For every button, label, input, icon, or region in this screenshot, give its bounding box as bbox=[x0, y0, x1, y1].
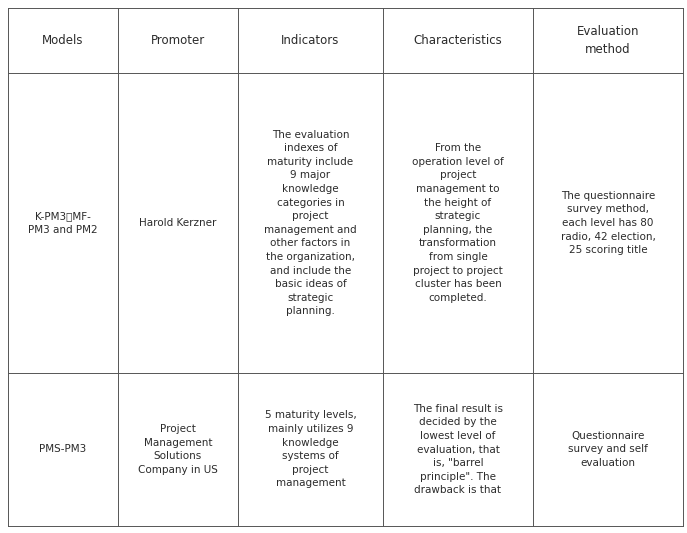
Text: Indicators: Indicators bbox=[281, 34, 339, 47]
Text: Promoter: Promoter bbox=[151, 34, 205, 47]
Text: 5 maturity levels,
mainly utilizes 9
knowledge
systems of
project
management: 5 maturity levels, mainly utilizes 9 kno… bbox=[264, 410, 357, 489]
Text: From the
operation level of
project
management to
the height of
strategic
planni: From the operation level of project mana… bbox=[412, 143, 504, 303]
Text: Questionnaire
survey and self
evaluation: Questionnaire survey and self evaluation bbox=[568, 431, 648, 468]
Text: Evaluation
method: Evaluation method bbox=[577, 25, 639, 56]
Text: Project
Management
Solutions
Company in US: Project Management Solutions Company in … bbox=[138, 424, 218, 475]
Text: The questionnaire
survey method,
each level has 80
radio, 42 election,
25 scorin: The questionnaire survey method, each le… bbox=[561, 191, 655, 255]
Text: Models: Models bbox=[42, 34, 84, 47]
Text: The evaluation
indexes of
maturity include
9 major
knowledge
categories in
proje: The evaluation indexes of maturity inclu… bbox=[264, 130, 357, 317]
Text: K-PM3、MF-
PM3 and PM2: K-PM3、MF- PM3 and PM2 bbox=[28, 211, 98, 235]
Text: The final result is
decided by the
lowest level of
evaluation, that
is, "barrel
: The final result is decided by the lowes… bbox=[413, 403, 503, 495]
Text: Characteristics: Characteristics bbox=[414, 34, 502, 47]
Text: Harold Kerzner: Harold Kerzner bbox=[139, 218, 216, 228]
Text: PMS-PM3: PMS-PM3 bbox=[39, 445, 87, 455]
